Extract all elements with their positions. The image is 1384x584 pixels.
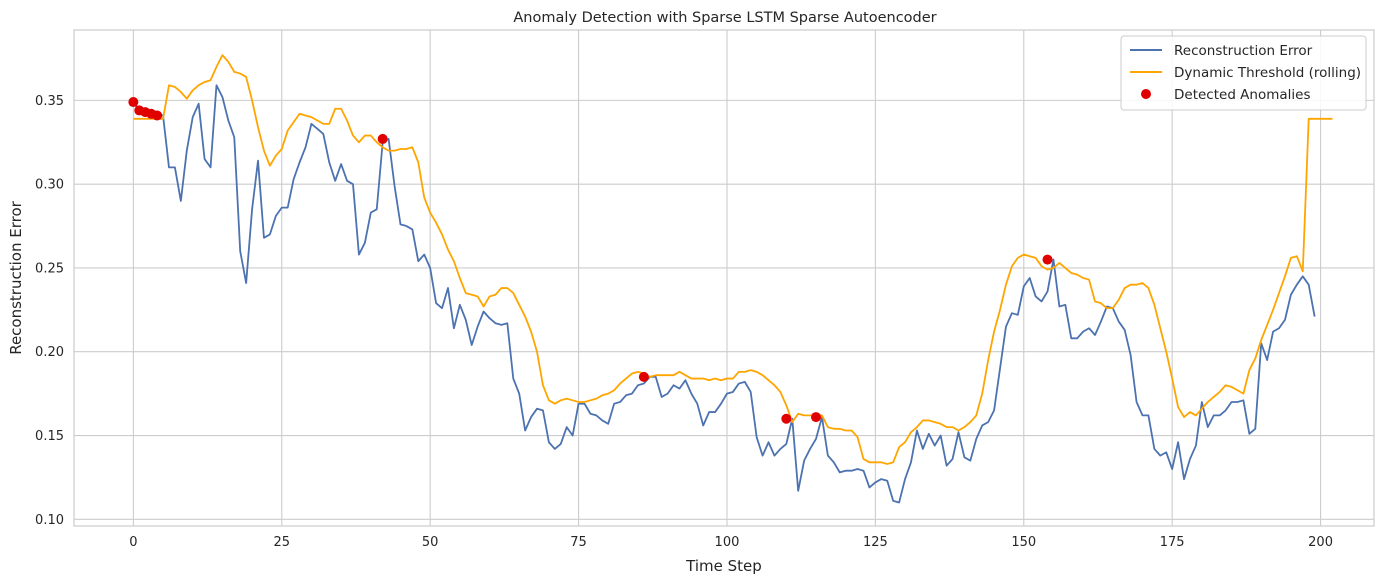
anomaly-point bbox=[781, 413, 792, 424]
series-line-dynamic-threshold-rolling bbox=[133, 54, 1333, 465]
x-tick-label: 200 bbox=[1308, 535, 1333, 550]
y-tick-label: 0.20 bbox=[35, 345, 64, 360]
anomaly-point bbox=[377, 133, 388, 144]
x-tick-label: 175 bbox=[1160, 535, 1185, 550]
legend-label-reconstruction-error: Reconstruction Error bbox=[1174, 43, 1313, 59]
legend-swatch-detected-anomalies bbox=[1141, 89, 1151, 99]
legend: Reconstruction Error Dynamic Threshold (… bbox=[1120, 35, 1367, 111]
plot-frame bbox=[73, 29, 1375, 527]
y-tick-labels: 0.10 0.15 0.20 0.25 0.30 0.35 bbox=[35, 94, 64, 528]
x-tick-label: 100 bbox=[715, 535, 740, 550]
legend-label-dynamic-threshold: Dynamic Threshold (rolling) bbox=[1174, 65, 1361, 81]
anomaly-point bbox=[638, 371, 649, 382]
anomaly-points-layer bbox=[128, 97, 1053, 424]
x-tick-label: 0 bbox=[129, 535, 137, 550]
anomaly-point bbox=[128, 97, 139, 108]
anomaly-point bbox=[811, 412, 822, 423]
y-tick-label: 0.30 bbox=[35, 178, 64, 193]
x-tick-label: 125 bbox=[863, 535, 888, 550]
legend-label-detected-anomalies: Detected Anomalies bbox=[1174, 87, 1311, 103]
y-tick-label: 0.15 bbox=[35, 429, 64, 444]
x-tick-labels: 0 25 50 75 100 125 150 175 200 bbox=[129, 535, 1333, 550]
y-tick-label: 0.10 bbox=[35, 513, 64, 528]
anomaly-point bbox=[152, 110, 163, 121]
anomaly-point bbox=[1042, 254, 1053, 265]
y-tick-label: 0.25 bbox=[35, 261, 64, 276]
y-axis-label: Reconstruction Error bbox=[7, 200, 25, 354]
grid-lines bbox=[74, 30, 1374, 526]
series-layer bbox=[132, 54, 1333, 504]
x-tick-label: 75 bbox=[570, 535, 587, 550]
legend-box bbox=[1120, 35, 1367, 111]
x-tick-label: 50 bbox=[422, 535, 439, 550]
x-tick-label: 150 bbox=[1011, 535, 1036, 550]
chart-title: Anomaly Detection with Sparse LSTM Spars… bbox=[513, 10, 936, 26]
x-axis-label: Time Step bbox=[685, 557, 762, 575]
x-tick-label: 25 bbox=[273, 535, 290, 550]
series-line-reconstruction-error bbox=[132, 84, 1316, 504]
y-tick-label: 0.35 bbox=[35, 94, 64, 109]
